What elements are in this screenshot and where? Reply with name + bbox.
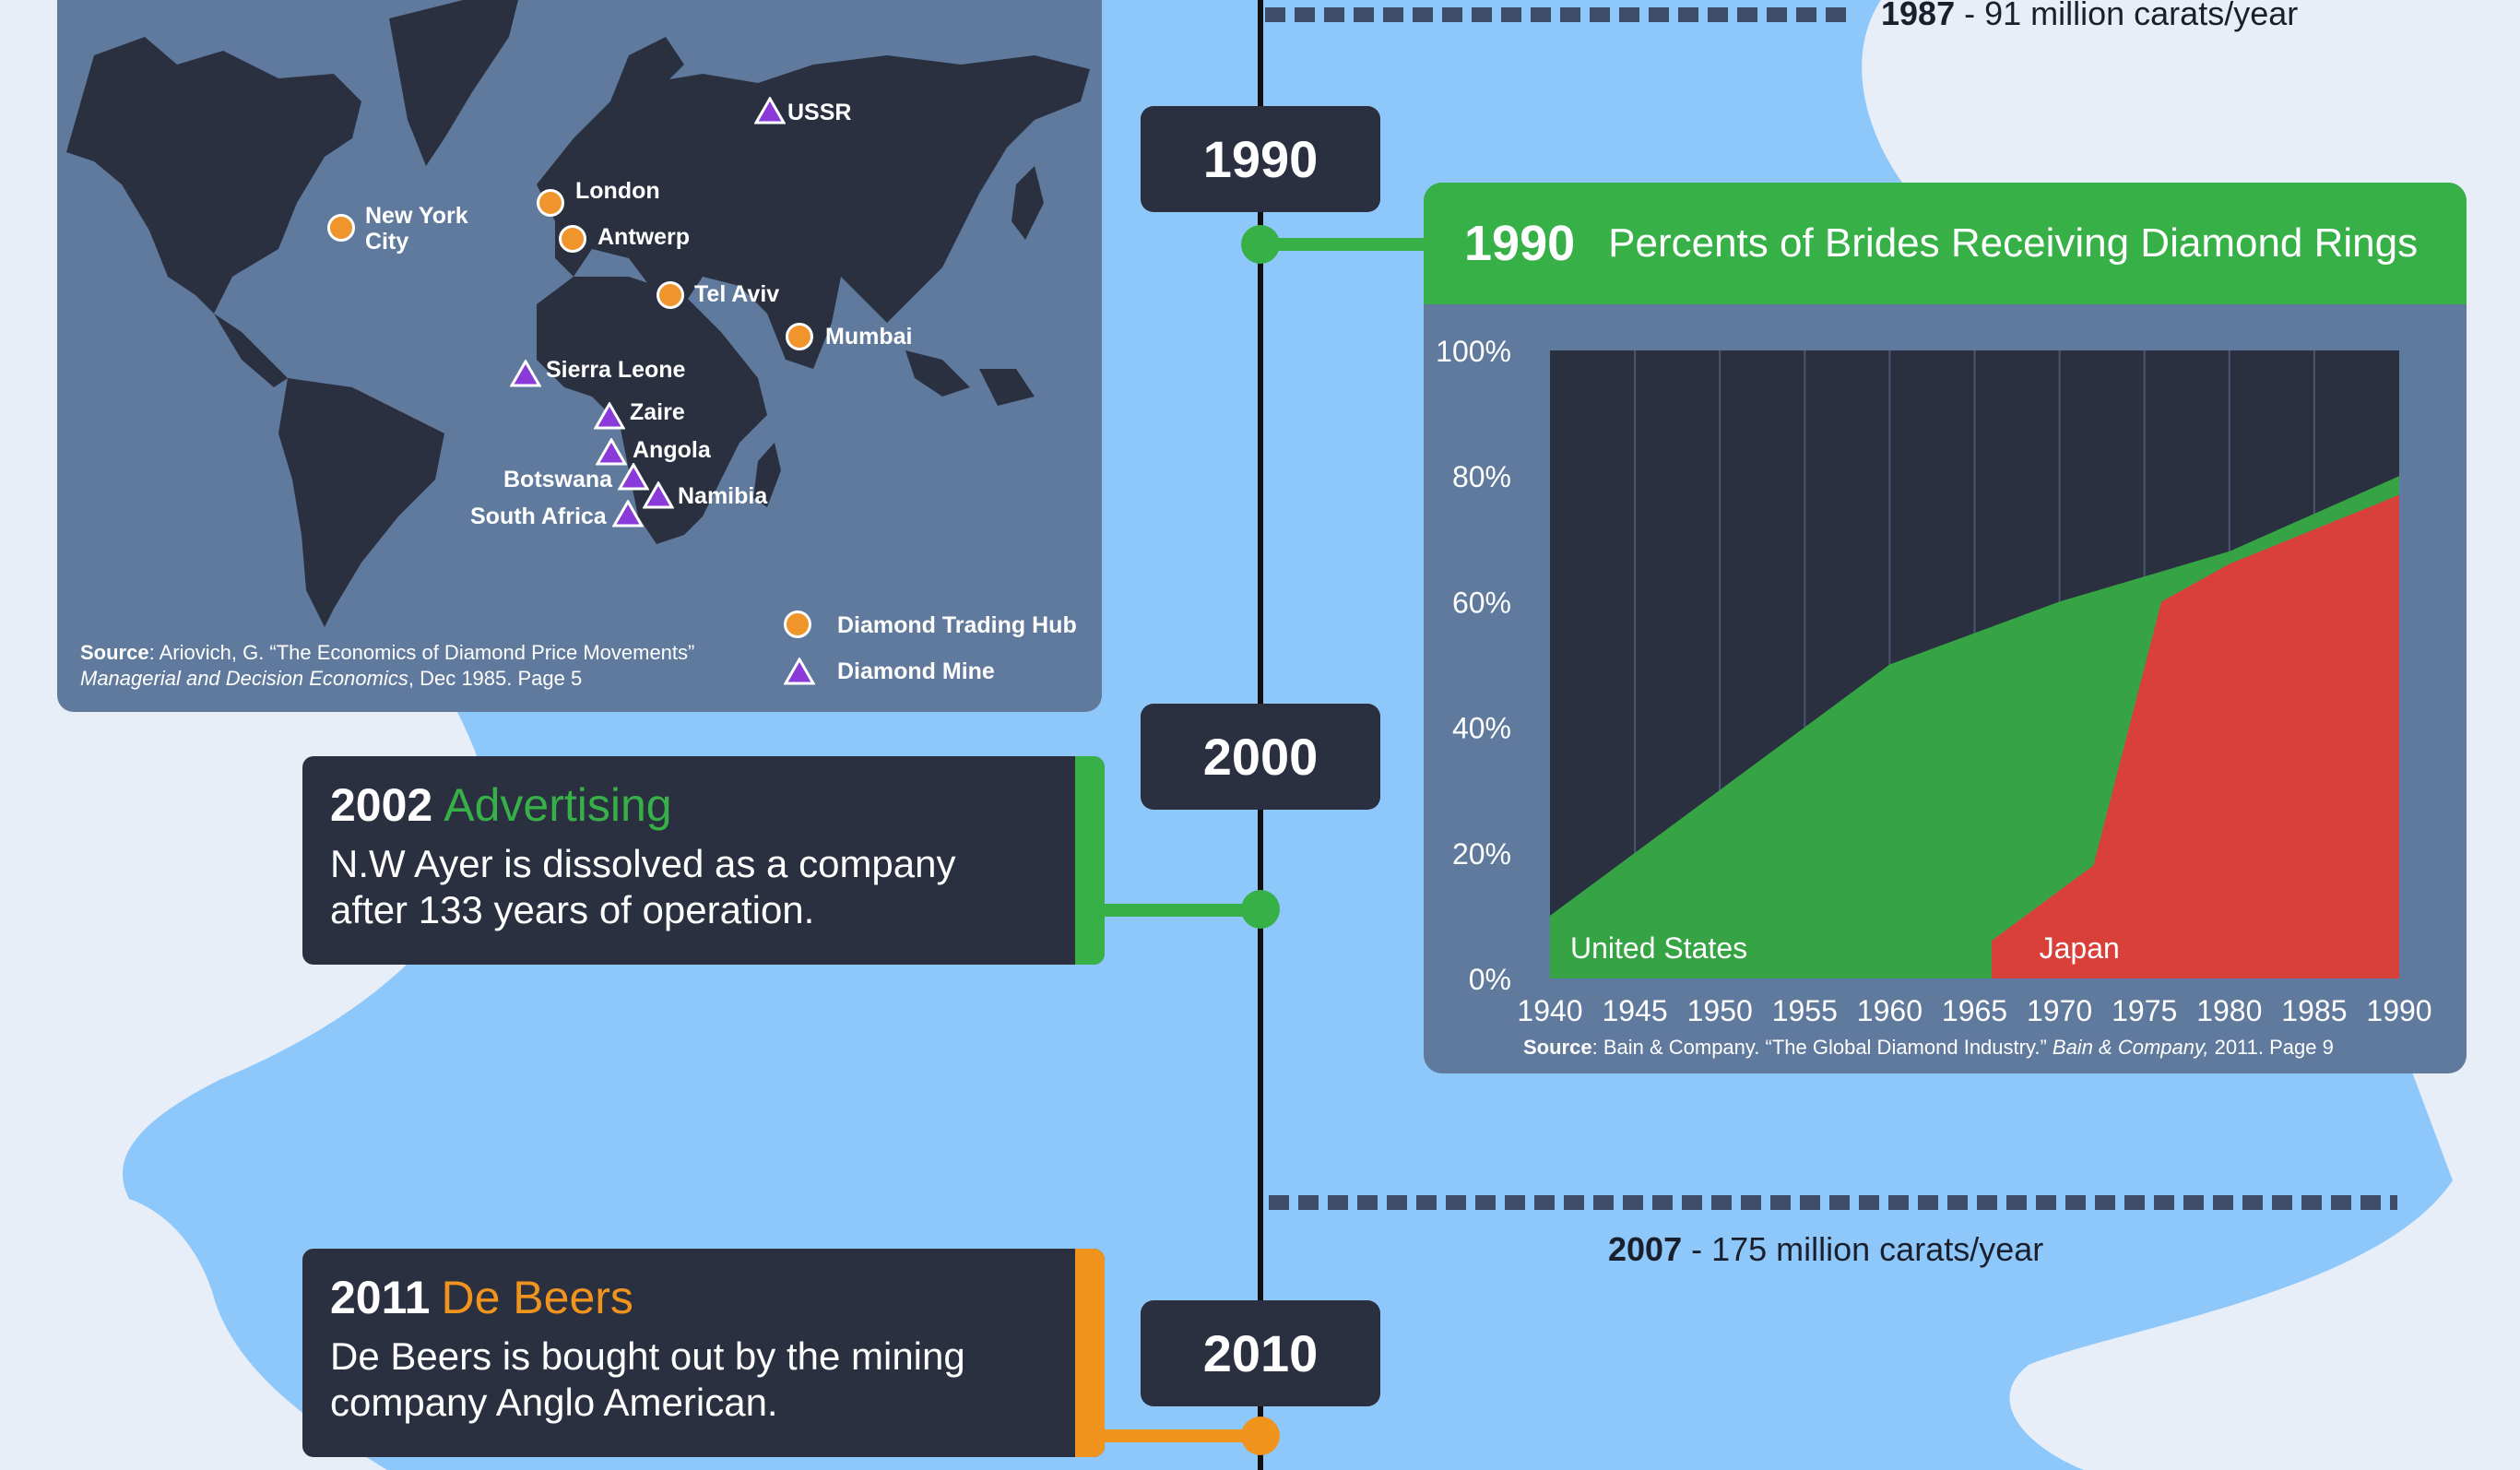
y-tick-label: 100% — [1436, 335, 1511, 368]
y-tick-label: 60% — [1452, 586, 1511, 619]
y-tick-label: 40% — [1452, 712, 1511, 745]
event-description: N.W Ayer is dissolved as a company after… — [330, 842, 956, 931]
x-tick-label: 1955 — [1772, 994, 1838, 1027]
connector-2011 — [1088, 1429, 1261, 1442]
event-topic: Advertising — [444, 779, 672, 831]
mine-label-botswana: Botswana — [503, 467, 613, 492]
mine-label-south-africa: South Africa — [470, 504, 607, 529]
y-tick-label: 20% — [1452, 837, 1511, 871]
mine-label-angola: Angola — [633, 437, 711, 463]
x-tick-label: 1945 — [1603, 994, 1668, 1027]
x-tick-label: 1965 — [1942, 994, 2007, 1027]
event-header: 2011 De Beers — [330, 1272, 633, 1323]
production-label-1987: 1987 - 91 million carats/year — [1881, 0, 2299, 32]
event-header: 2002 Advertising — [330, 779, 672, 831]
world-map — [66, 0, 1090, 627]
hub-label-tel-aviv: Tel Aviv — [694, 281, 780, 307]
year-badge-2010: 2010 — [1141, 1300, 1380, 1406]
trading-hub-marker — [786, 323, 813, 350]
chart-header-year: 1990 — [1464, 216, 1576, 271]
brides-area-chart: United States Japan 0% 20% 40% 60% 80% 100% 1940… — [1436, 335, 2431, 1027]
legend-mine-icon — [784, 658, 815, 685]
y-tick-label: 0% — [1469, 963, 1511, 996]
x-tick-label: 1980 — [2196, 994, 2262, 1027]
production-label-2007: 2007 - 175 million carats/year — [1608, 1230, 2044, 1268]
chart-source: Source: Bain & Company. “The Global Diam… — [1523, 1036, 2334, 1059]
diamond-mine-icon — [612, 500, 644, 528]
brides-chart-panel: 1990 Percents of Brides Receiving Diamon… — [1424, 183, 2467, 1073]
year-badge-2000: 2000 — [1141, 704, 1380, 810]
hub-label-antwerp: Antwerp — [597, 224, 690, 250]
diamond-mine-icon — [594, 402, 625, 430]
chart-title: Percents of Brides Receiving Diamond Rin… — [1608, 220, 2419, 266]
hub-label-mumbai: Mumbai — [825, 324, 913, 350]
x-tick-label: 1940 — [1517, 994, 1582, 1027]
x-tick-label: 1970 — [2027, 994, 2092, 1027]
event-card-2002: 2002 Advertising N.W Ayer is dissolved as… — [302, 756, 1105, 965]
world-map-panel: New York City London Antwerp Tel Aviv Mu… — [57, 0, 1102, 712]
timeline-dot-1990 — [1241, 225, 1280, 264]
diamond-mine-icon — [618, 463, 649, 491]
event-card-2011: 2011 De Beers De Beers is bought out by t… — [302, 1249, 1105, 1457]
x-tick-label: 1960 — [1857, 994, 1923, 1027]
diamond-mine-icon — [510, 360, 541, 387]
event-description: De Beers is bought out by the mining com… — [330, 1334, 965, 1424]
timeline-dot-2011 — [1241, 1417, 1280, 1455]
x-tick-label: 1985 — [2281, 994, 2347, 1027]
mine-label-sierra-leone: Sierra Leone — [546, 357, 686, 383]
hub-label-london: London — [575, 178, 660, 204]
connector-1990 — [1261, 238, 1427, 251]
event-topic: De Beers — [441, 1272, 633, 1323]
trading-hub-marker — [327, 214, 355, 242]
y-tick-label: 80% — [1452, 460, 1511, 493]
trading-hub-marker — [657, 281, 684, 309]
production-line-2007 — [1269, 1195, 2397, 1210]
x-tick-label: 1975 — [2112, 994, 2177, 1027]
legend-mine-label: Diamond Mine — [837, 658, 995, 684]
series-area-japan — [1991, 494, 2399, 978]
event-accent-stripe — [1075, 756, 1105, 965]
mine-label-ussr: USSR — [787, 100, 852, 125]
production-line-1987 — [1265, 7, 1855, 22]
x-tick-label: 1990 — [2366, 994, 2431, 1027]
connector-2002 — [1105, 904, 1261, 917]
trading-hub-marker — [559, 225, 586, 253]
trading-hub-marker — [537, 189, 564, 217]
diamond-mine-icon — [643, 481, 674, 509]
diamond-mine-icon — [596, 438, 627, 466]
mine-label-namibia: Namibia — [678, 483, 768, 509]
mine-label-zaire: Zaire — [630, 399, 685, 425]
chart-header: 1990 Percents of Brides Receiving Diamon… — [1424, 183, 2467, 304]
year-badge-1990: 1990 — [1141, 106, 1380, 212]
x-tick-label: 1950 — [1687, 994, 1753, 1027]
timeline-dot-2002 — [1241, 890, 1280, 929]
legend-hub-label: Diamond Trading Hub — [837, 612, 1077, 638]
hub-label-new-york: New York City — [365, 203, 468, 255]
legend-hub-icon — [784, 611, 811, 638]
map-source: Source: Ariovich, G. “The Economics of D… — [80, 641, 695, 690]
series-label-united-states: United States — [1570, 931, 1747, 965]
diamond-mine-icon — [754, 97, 786, 124]
series-label-japan: Japan — [2040, 931, 2120, 965]
